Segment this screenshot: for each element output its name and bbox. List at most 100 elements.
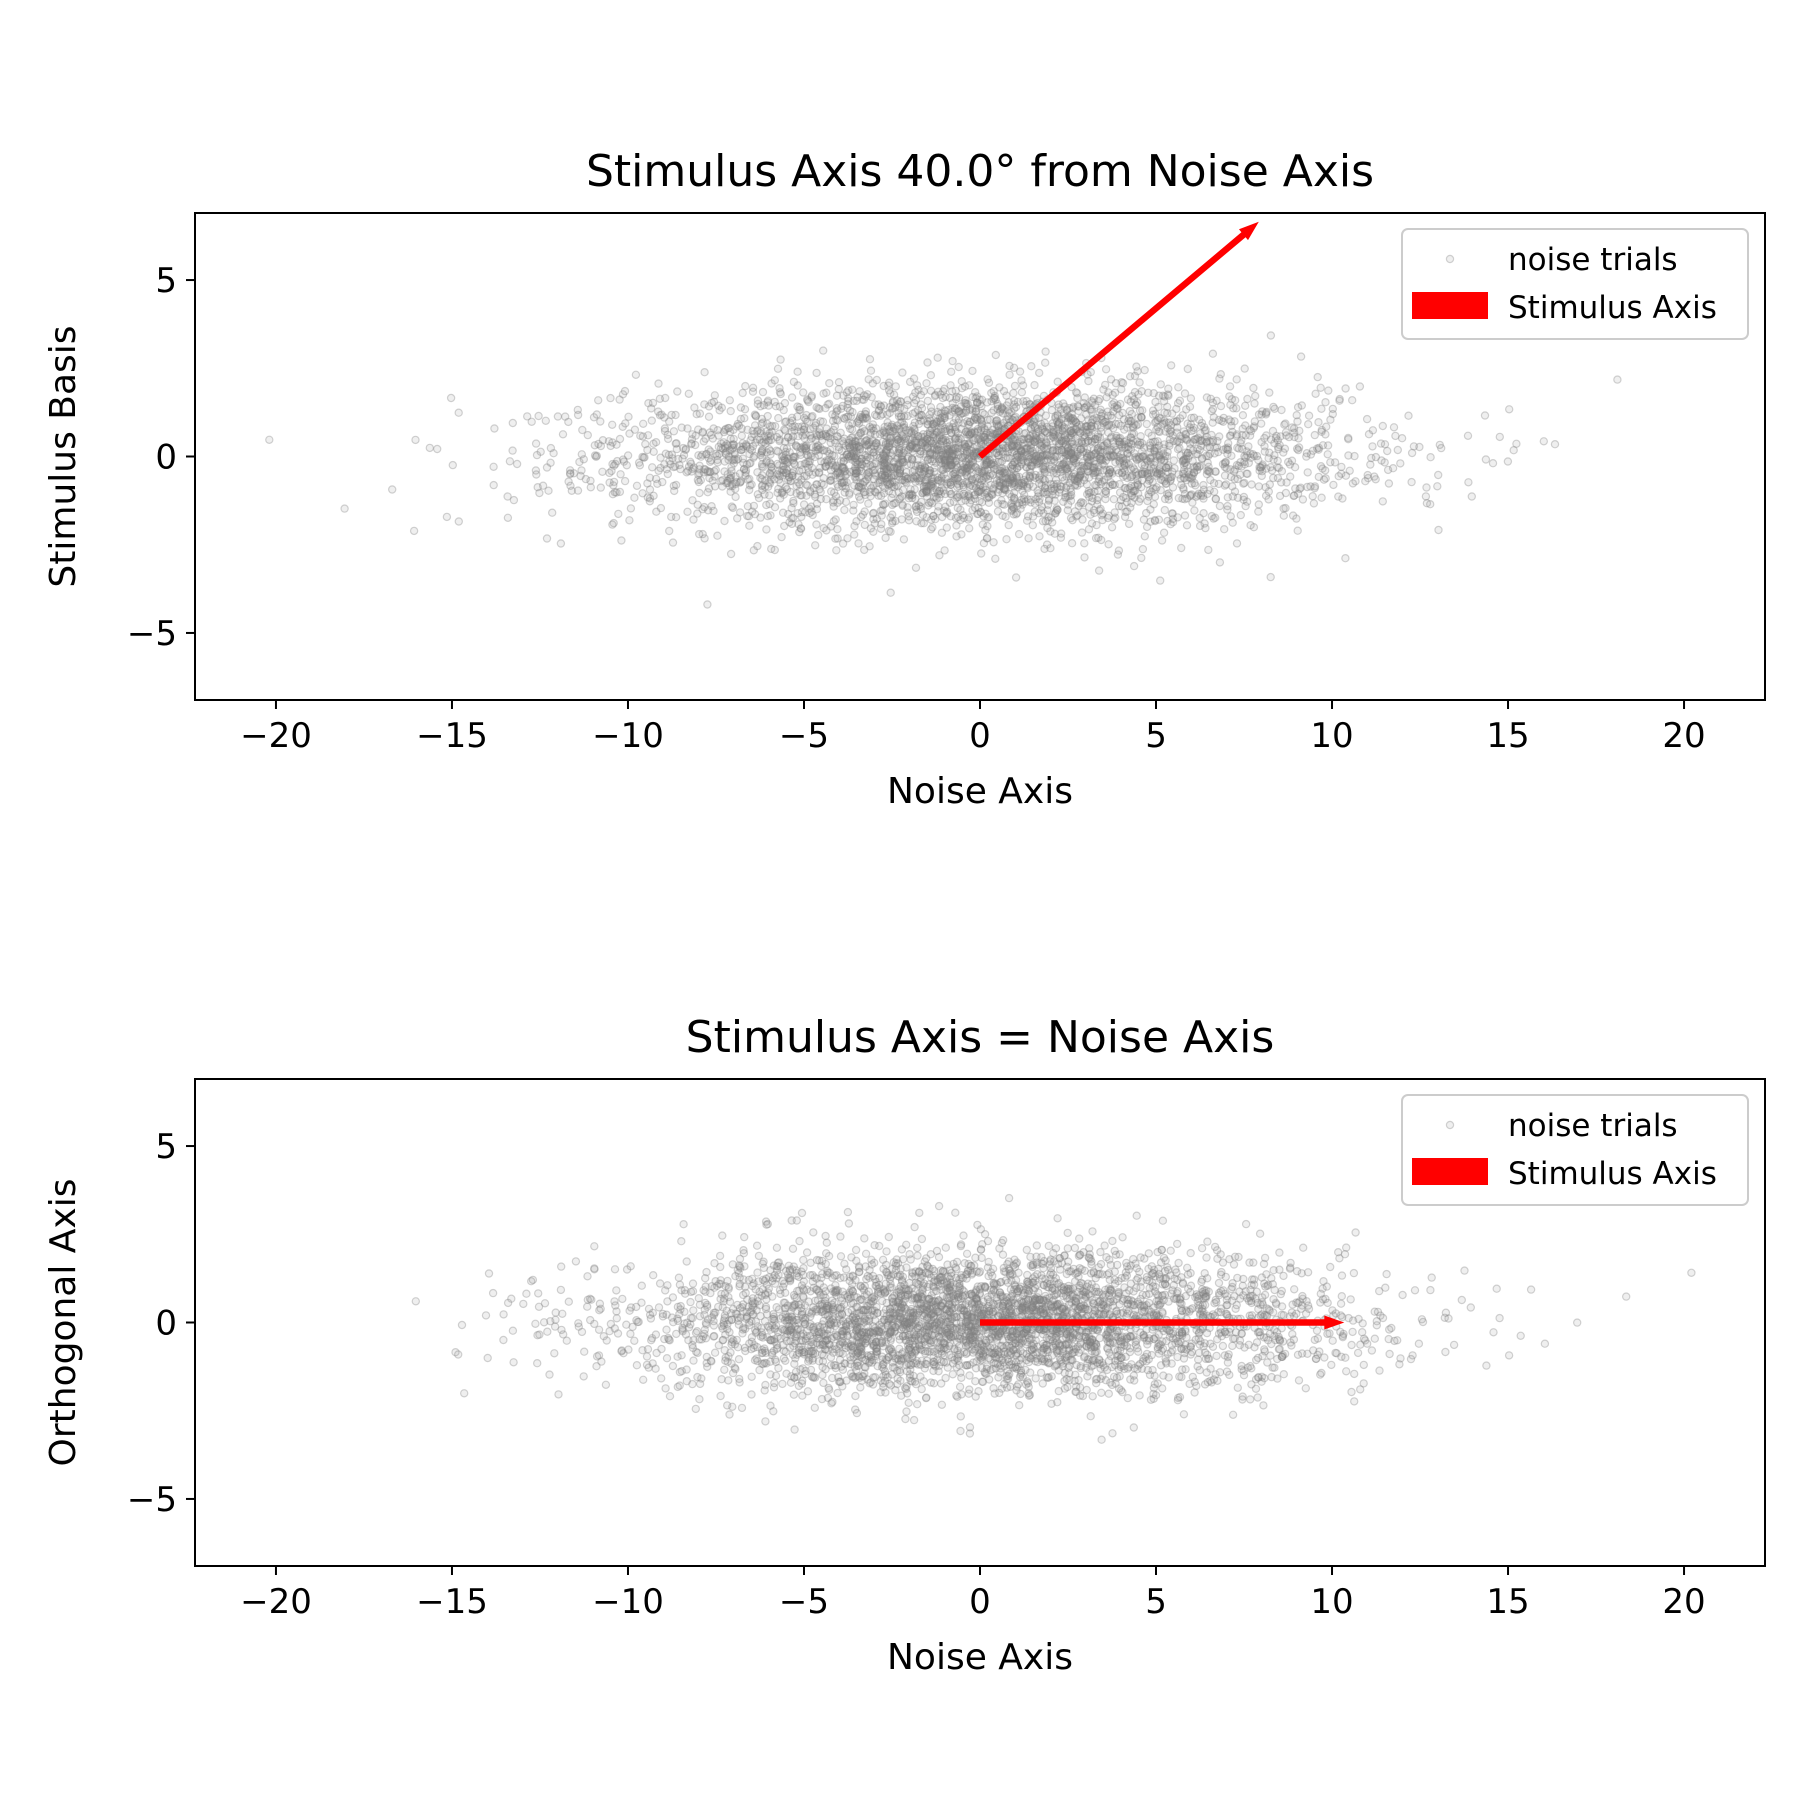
scatter-point xyxy=(771,402,781,411)
scatter-point xyxy=(806,449,816,458)
scatter-point xyxy=(856,466,866,476)
scatter-point xyxy=(745,481,755,490)
scatter-point xyxy=(606,393,615,403)
scatter-point xyxy=(1130,449,1139,458)
scatter-point xyxy=(889,457,899,467)
scatter-point xyxy=(785,518,794,527)
scatter-point xyxy=(778,508,788,517)
scatter-point xyxy=(736,414,746,424)
scatter-point xyxy=(717,439,726,448)
scatter-point xyxy=(1165,439,1174,448)
scatter-point xyxy=(605,468,614,478)
scatter-point xyxy=(1057,426,1067,435)
scatter-point xyxy=(608,520,617,529)
scatter-point xyxy=(1225,392,1234,401)
scatter-point xyxy=(888,404,897,413)
scatter-point xyxy=(1221,458,1231,467)
scatter-point xyxy=(1030,380,1039,390)
scatter-point xyxy=(781,417,791,426)
scatter-point xyxy=(1207,407,1216,416)
scatter-point xyxy=(984,458,993,467)
scatter-point xyxy=(1009,388,1018,398)
scatter-point xyxy=(1178,411,1187,420)
scatter-point xyxy=(878,500,888,509)
scatter-point xyxy=(1011,510,1021,519)
scatter-point xyxy=(1123,442,1133,451)
scatter-point xyxy=(908,447,917,456)
scatter-point xyxy=(1309,499,1319,508)
scatter-point xyxy=(1155,576,1165,585)
scatter-point xyxy=(943,463,952,472)
scatter-point xyxy=(1302,482,1312,492)
scatter-point xyxy=(1066,491,1076,500)
scatter-point xyxy=(883,465,892,474)
scatter-point xyxy=(788,468,797,478)
scatter-point xyxy=(1083,451,1092,461)
scatter-point xyxy=(1397,434,1407,443)
scatter-point xyxy=(987,408,996,417)
scatter-point xyxy=(1425,500,1435,509)
scatter-point xyxy=(425,443,434,453)
scatter-point xyxy=(966,464,976,473)
scatter-point xyxy=(1083,445,1092,454)
scatter-point xyxy=(1061,483,1071,493)
scatter-point xyxy=(1137,469,1147,479)
scatter-point xyxy=(898,368,907,377)
scatter-point xyxy=(1061,489,1070,498)
scatter-point xyxy=(819,346,828,355)
scatter-point xyxy=(865,355,875,364)
scatter-point xyxy=(1109,495,1119,504)
scatter-point xyxy=(801,444,810,454)
scatter-point xyxy=(1100,417,1109,427)
scatter-point xyxy=(767,544,776,554)
scatter-point xyxy=(951,1208,960,1217)
scatter-point xyxy=(965,381,974,390)
scatter-point xyxy=(912,517,921,526)
scatter-point xyxy=(865,488,875,497)
scatter-point xyxy=(503,513,513,523)
scatter-point xyxy=(942,438,952,447)
scatter-point xyxy=(933,353,942,362)
scatter-point xyxy=(1083,467,1093,476)
scatter-point xyxy=(858,395,867,404)
scatter-point xyxy=(875,477,885,487)
scatter-point xyxy=(737,431,747,440)
scatter-point xyxy=(916,400,926,409)
scatter-point xyxy=(814,530,823,540)
scatter-point xyxy=(660,460,669,469)
scatter-point xyxy=(673,387,682,396)
scatter-point xyxy=(1289,1285,1299,1294)
scatter-point xyxy=(910,471,920,480)
scatter-point xyxy=(895,446,904,456)
scatter-point xyxy=(745,521,754,530)
scatter-point xyxy=(851,440,861,450)
scatter-point xyxy=(993,507,1003,516)
scatter-point xyxy=(1165,425,1175,435)
scatter-point xyxy=(927,457,937,466)
scatter-point xyxy=(739,458,748,468)
scatter-point xyxy=(905,377,915,387)
scatter-point xyxy=(876,524,886,534)
scatter-point xyxy=(1136,494,1145,503)
scatter-point xyxy=(942,427,951,436)
scatter-point xyxy=(1280,420,1289,429)
scatter-point xyxy=(757,448,766,458)
scatter-point xyxy=(1242,497,1252,506)
scatter-point xyxy=(677,423,686,432)
scatter-point xyxy=(1091,434,1100,444)
scatter-point xyxy=(783,433,793,442)
scatter-point xyxy=(922,513,931,522)
scatter-point xyxy=(411,1297,420,1306)
scatter-point xyxy=(758,480,767,490)
scatter-point xyxy=(938,420,947,430)
scatter-point xyxy=(895,465,905,474)
scatter-point xyxy=(870,410,880,419)
scatter-point xyxy=(882,458,891,467)
scatter-point xyxy=(995,469,1004,478)
scatter-point xyxy=(1010,400,1019,409)
scatter-point xyxy=(747,446,757,455)
scatter-point xyxy=(1050,529,1060,538)
scatter-point xyxy=(1066,414,1076,423)
scatter-point xyxy=(752,435,762,444)
scatter-point xyxy=(706,467,715,477)
